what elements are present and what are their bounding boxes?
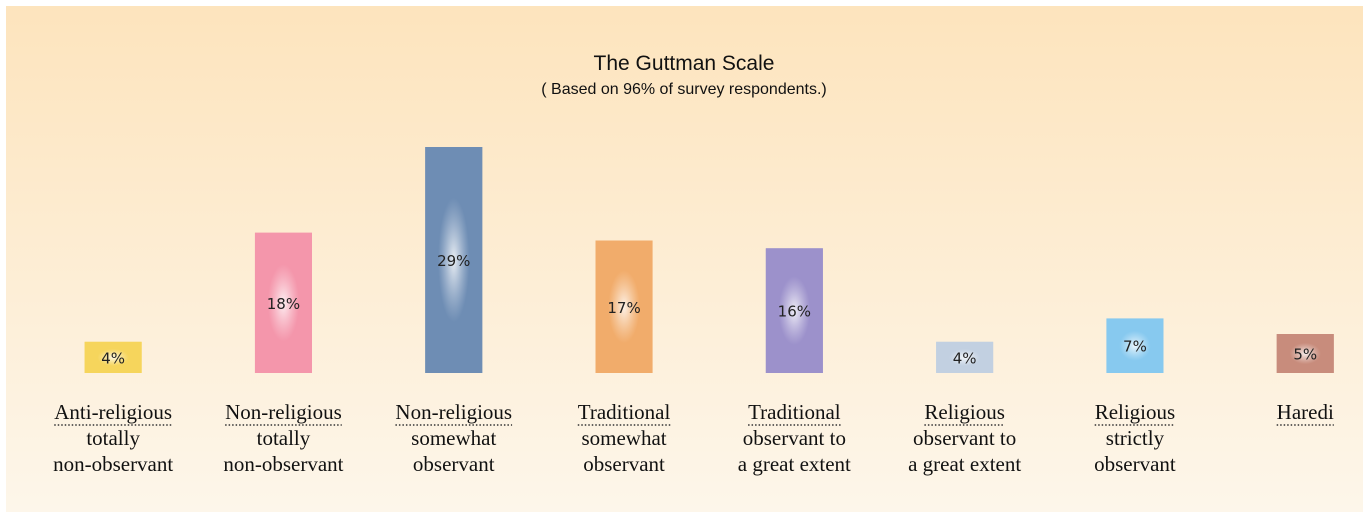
value-label: 4%: [953, 349, 977, 367]
category-label: Non-religious: [225, 400, 342, 424]
value-label: 5%: [1293, 346, 1317, 364]
category-label: observant: [583, 452, 665, 476]
value-label: 17%: [607, 299, 640, 317]
category-label: Anti-religious: [54, 400, 172, 424]
category-label: somewhat: [581, 426, 666, 450]
value-label: 18%: [267, 295, 300, 313]
category-label: non-observant: [223, 452, 343, 476]
category-label: a great extent: [908, 452, 1021, 476]
bar: [1276, 334, 1334, 373]
background: [6, 6, 1363, 512]
bar: [936, 341, 994, 373]
category-label: observant to: [913, 426, 1016, 450]
category-label: Religious: [924, 400, 1005, 424]
category-label: a great extent: [738, 452, 851, 476]
category-label: strictly: [1106, 426, 1165, 450]
bar: [765, 248, 823, 373]
bar: [425, 147, 483, 373]
category-label: Traditional: [748, 400, 841, 424]
value-label: 7%: [1123, 338, 1147, 356]
category-label: Non-religious: [395, 400, 512, 424]
bar: [254, 232, 312, 373]
category-label: Haredi: [1277, 400, 1334, 424]
bar: [1106, 318, 1164, 373]
category-label: Religious: [1095, 400, 1176, 424]
value-label: 29%: [437, 252, 470, 270]
category-label: non-observant: [53, 452, 173, 476]
category-label: totally: [257, 426, 311, 450]
bar: [84, 341, 142, 373]
value-label: 4%: [101, 349, 125, 367]
chart-subtitle: ( Based on 96% of survey respondents.): [541, 81, 827, 98]
category-label: Traditional: [578, 400, 671, 424]
category-label: totally: [86, 426, 140, 450]
category-label: observant: [413, 452, 495, 476]
category-label: observant to: [743, 426, 846, 450]
bar: [595, 240, 653, 373]
chart-title: The Guttman Scale: [594, 52, 775, 75]
category-label: observant: [1094, 452, 1176, 476]
value-label: 16%: [778, 303, 811, 321]
category-label: somewhat: [411, 426, 496, 450]
